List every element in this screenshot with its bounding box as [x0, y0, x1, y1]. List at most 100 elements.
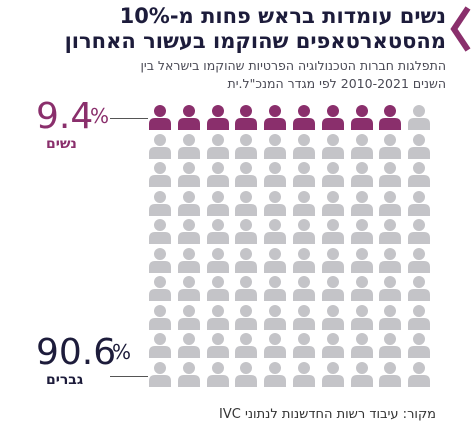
man-person-icon — [148, 161, 172, 187]
man-person-icon — [378, 332, 402, 358]
man-person-icon — [407, 304, 431, 330]
man-person-icon — [292, 133, 316, 159]
man-person-icon — [407, 218, 431, 244]
man-person-icon — [407, 133, 431, 159]
chart-subtitle-line-2: השנים 2010-2021 לפי מגדר המנכ"ל.ית — [227, 76, 447, 91]
man-person-icon — [321, 275, 345, 301]
man-person-icon — [263, 275, 287, 301]
men-percent-sign: % — [112, 340, 132, 364]
women-label: נשים — [46, 136, 77, 152]
man-person-icon — [263, 332, 287, 358]
man-person-icon — [378, 218, 402, 244]
pictogram-grid — [148, 104, 436, 389]
man-person-icon — [292, 275, 316, 301]
woman-person-icon — [378, 104, 402, 130]
women-percent-value: 9.4 — [36, 96, 94, 137]
man-person-icon — [148, 275, 172, 301]
man-person-icon — [234, 161, 258, 187]
chart-title-line-1: נשים עומדות בראש פחות מ-10% — [119, 4, 446, 28]
man-person-icon — [321, 361, 345, 387]
man-person-icon — [292, 218, 316, 244]
man-person-icon — [206, 190, 230, 216]
man-person-icon — [378, 361, 402, 387]
man-person-icon — [292, 161, 316, 187]
man-person-icon — [407, 361, 431, 387]
woman-person-icon — [263, 104, 287, 130]
man-person-icon — [378, 275, 402, 301]
man-person-icon — [234, 332, 258, 358]
woman-person-icon — [321, 104, 345, 130]
man-person-icon — [263, 161, 287, 187]
man-person-icon — [177, 190, 201, 216]
man-person-icon — [263, 218, 287, 244]
man-person-icon — [407, 161, 431, 187]
man-person-icon — [234, 304, 258, 330]
man-person-icon — [350, 304, 374, 330]
man-person-icon — [292, 304, 316, 330]
man-person-icon — [321, 332, 345, 358]
man-person-icon — [321, 161, 345, 187]
man-person-icon — [350, 275, 374, 301]
man-person-icon — [177, 218, 201, 244]
man-person-icon — [177, 332, 201, 358]
women-leader-line — [110, 118, 148, 119]
man-person-icon — [350, 247, 374, 273]
man-person-icon — [206, 275, 230, 301]
man-person-icon — [263, 190, 287, 216]
man-person-icon — [148, 332, 172, 358]
man-person-icon — [321, 133, 345, 159]
man-person-icon — [234, 361, 258, 387]
woman-person-icon — [234, 104, 258, 130]
man-person-icon — [177, 275, 201, 301]
man-person-icon — [263, 361, 287, 387]
man-person-icon — [350, 190, 374, 216]
man-person-icon — [206, 332, 230, 358]
man-person-icon — [148, 133, 172, 159]
men-leader-line — [110, 376, 148, 377]
chart-subtitle-line-1: התפלגות חברות הטכנולוגיה הפרטיות שהוקמו … — [140, 58, 446, 73]
man-person-icon — [378, 161, 402, 187]
source-note: מקור: עיבוד רשות החדשנות לנתוני IVC — [219, 407, 436, 422]
man-person-icon — [177, 161, 201, 187]
man-person-icon — [206, 133, 230, 159]
man-person-icon — [148, 247, 172, 273]
man-person-icon — [407, 275, 431, 301]
man-person-icon — [378, 133, 402, 159]
man-person-icon — [234, 190, 258, 216]
man-person-icon — [407, 332, 431, 358]
woman-person-icon — [350, 104, 374, 130]
man-person-icon — [206, 161, 230, 187]
man-person-icon — [350, 361, 374, 387]
man-person-icon — [148, 304, 172, 330]
woman-person-icon — [292, 104, 316, 130]
man-person-icon — [292, 190, 316, 216]
man-person-icon — [350, 133, 374, 159]
man-person-icon — [292, 361, 316, 387]
man-person-icon — [292, 247, 316, 273]
man-person-icon — [292, 332, 316, 358]
woman-person-icon — [148, 104, 172, 130]
man-person-icon — [148, 361, 172, 387]
man-person-icon — [321, 218, 345, 244]
man-person-icon — [234, 218, 258, 244]
man-person-icon — [321, 304, 345, 330]
woman-person-icon — [206, 104, 230, 130]
women-percent-sign: % — [90, 104, 110, 128]
man-person-icon — [350, 332, 374, 358]
man-person-icon — [148, 190, 172, 216]
men-label: גברים — [46, 372, 84, 388]
man-person-icon — [177, 304, 201, 330]
man-person-icon — [234, 247, 258, 273]
man-person-icon — [321, 190, 345, 216]
man-person-icon — [321, 247, 345, 273]
man-person-icon — [177, 247, 201, 273]
man-person-icon — [206, 218, 230, 244]
chart-title-line-2: מהסטארטאפים שהוקמו בעשור האחרון — [64, 29, 446, 53]
man-person-icon — [407, 104, 431, 130]
men-percent-value: 90.6 — [36, 332, 117, 373]
man-person-icon — [206, 247, 230, 273]
man-person-icon — [148, 218, 172, 244]
man-person-icon — [263, 247, 287, 273]
man-person-icon — [206, 304, 230, 330]
man-person-icon — [407, 247, 431, 273]
